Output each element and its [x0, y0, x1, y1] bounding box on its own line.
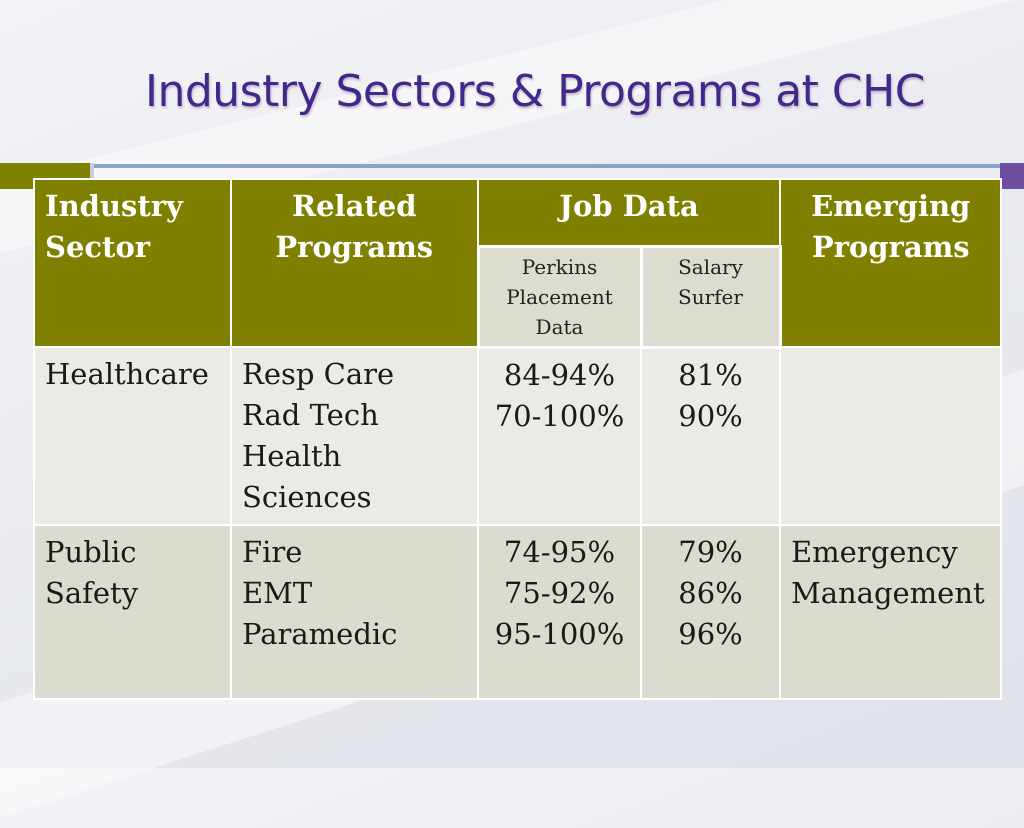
- cell-text: Management: [791, 576, 985, 610]
- header-text: Industry: [45, 189, 183, 223]
- cell-text: 74-95%: [503, 535, 616, 569]
- cell-text: Public: [45, 535, 137, 569]
- cell-text: Emergency: [791, 535, 958, 569]
- subheader-text: Surfer: [678, 284, 743, 309]
- cell-text: Healthcare: [45, 357, 209, 391]
- cell-perkins: 74-95% 75-92% 95-100%: [477, 524, 642, 700]
- slide-title: Industry Sectors & Programs at CHC: [145, 66, 925, 117]
- cell-text: Rad Tech: [242, 398, 379, 432]
- cell-text: 81%: [678, 357, 743, 392]
- cell-text: 79%: [678, 535, 743, 569]
- header-job-data: Job Data: [477, 178, 781, 247]
- header-text: Job Data: [559, 189, 699, 223]
- header-text: Sector: [45, 230, 151, 264]
- subheader-text: Data: [535, 314, 584, 339]
- header-text: Emerging: [811, 189, 971, 223]
- cell-emerging: Emergency Management: [779, 524, 1002, 700]
- cell-text: 90%: [678, 398, 743, 433]
- header-text: Programs: [275, 230, 434, 264]
- cell-salary: 81% 90%: [640, 346, 781, 526]
- cell-text: EMT: [242, 576, 313, 610]
- header-text: Programs: [811, 230, 970, 264]
- cell-programs: Fire EMT Paramedic: [230, 524, 479, 700]
- cell-text: Resp Care: [242, 357, 395, 391]
- cell-text: 95-100%: [494, 617, 625, 651]
- cell-text: Health: [242, 439, 342, 473]
- cell-text: 84-94%: [503, 357, 616, 392]
- cell-salary: 79% 86% 96%: [640, 524, 781, 700]
- subheader-text: Perkins: [521, 254, 598, 279]
- accent-bar-right: [1000, 163, 1024, 189]
- header-text: Related: [292, 189, 417, 223]
- subheader-perkins: Perkins Placement Data: [476, 244, 643, 349]
- accent-bar-line: [94, 164, 1024, 168]
- header-emerging-programs: Emerging Programs: [779, 178, 1002, 348]
- cell-text: Sciences: [242, 480, 372, 514]
- table-row: Public Safety Fire EMT Paramedic 74-95% …: [33, 524, 1002, 700]
- cell-perkins: 84-94% 70-100%: [477, 346, 642, 526]
- cell-sector: Public Safety: [33, 524, 232, 700]
- cell-programs: Resp Care Rad Tech Health Sciences: [230, 346, 479, 526]
- programs-table: Industry Sector Related Programs Job Dat…: [33, 178, 1002, 700]
- cell-text: Paramedic: [242, 617, 398, 651]
- cell-text: 70-100%: [494, 398, 625, 433]
- cell-text: 75-92%: [503, 576, 616, 610]
- header-industry-sector: Industry Sector: [33, 178, 232, 348]
- cell-text: 96%: [678, 617, 743, 651]
- cell-text: Safety: [45, 576, 139, 610]
- subheader-text: Salary: [678, 254, 743, 279]
- header-related-programs: Related Programs: [230, 178, 479, 348]
- cell-text: Fire: [242, 535, 303, 569]
- subheader-text: Placement: [506, 284, 613, 309]
- cell-text: 86%: [678, 576, 743, 610]
- cell-emerging: [779, 346, 1002, 526]
- subheader-salary-surfer: Salary Surfer: [639, 244, 782, 349]
- table-row: Healthcare Resp Care Rad Tech Health Sci…: [33, 346, 1002, 526]
- cell-sector: Healthcare: [33, 346, 232, 526]
